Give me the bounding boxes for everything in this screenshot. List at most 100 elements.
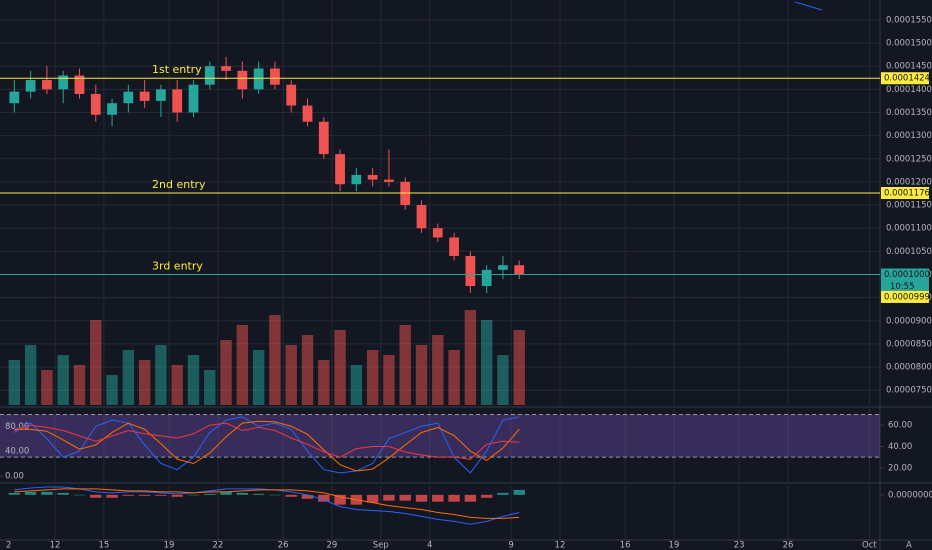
macd-histogram-bar	[366, 494, 379, 503]
volume-bar	[24, 345, 37, 405]
y-tick-label: 0.0001550	[886, 15, 932, 25]
candle-body	[156, 89, 166, 101]
macd-histogram-bar	[383, 494, 395, 501]
macd-histogram-bar	[187, 494, 200, 496]
x-tick-label: Oct	[862, 541, 877, 550]
candle-body	[123, 91, 134, 104]
volume-bar	[155, 345, 167, 405]
volume-bar	[383, 355, 395, 405]
macd-histogram-bar	[301, 494, 314, 499]
macd-histogram-bar	[8, 492, 21, 495]
volume-bar	[90, 320, 102, 405]
macd-histogram-bar	[138, 494, 151, 496]
trend-line	[794, 1, 823, 11]
scale-mode[interactable]: A	[906, 541, 912, 550]
price-tag-label: 0.0001424	[884, 74, 930, 84]
x-tick-label: 9	[508, 541, 513, 550]
candle-body	[432, 228, 443, 238]
candle-body	[42, 80, 52, 90]
y-tick-label: 0.0000000	[888, 490, 932, 500]
volume-bar	[171, 365, 183, 405]
price-tag	[881, 187, 929, 200]
candle-body	[302, 105, 313, 122]
macd-histogram-bar	[318, 494, 330, 502]
x-tick-label: 12	[50, 541, 61, 550]
candle-body	[335, 154, 345, 185]
macd-histogram-bar	[236, 492, 249, 495]
price-tag-label: 0.0000999	[884, 292, 930, 302]
candle-body	[481, 269, 492, 287]
candle-body	[74, 75, 85, 94]
y-tick-label: 0.0000800	[886, 363, 932, 373]
candle-body	[204, 66, 215, 85]
y-tick-label: 0.0001050	[886, 247, 932, 257]
macd-histogram-bar	[106, 494, 118, 498]
macd-histogram-bar	[285, 494, 297, 497]
macd-histogram-bar	[399, 494, 411, 501]
volume-bar	[464, 310, 477, 405]
y-tick-label: 0.0001200	[886, 177, 932, 187]
volume-bar	[73, 365, 86, 405]
y-tick-label: 0.0001350	[886, 108, 932, 118]
macd-histogram-bar	[155, 494, 167, 496]
candle-body	[188, 84, 199, 113]
candle-body	[498, 265, 508, 270]
y-tick-label: 60.00	[888, 421, 912, 431]
price-tag	[881, 290, 929, 303]
volume-bar	[432, 335, 444, 405]
candle-body	[514, 265, 525, 275]
candle-body	[318, 121, 329, 155]
candle-body	[465, 255, 476, 287]
macd-histogram-bar	[415, 494, 428, 502]
y-tick-label: 0.0001450	[886, 62, 932, 72]
volume-bar	[138, 360, 151, 405]
candle-body	[221, 66, 231, 71]
macd-histogram-bar	[220, 491, 232, 495]
x-tick-label: 4	[427, 541, 432, 550]
y-tick-label: 0.0001400	[886, 85, 932, 95]
y-tick-label: 40.00	[5, 447, 29, 457]
x-tick-label: 26	[783, 541, 794, 550]
volume-bar	[366, 350, 379, 405]
volume-bar	[220, 340, 232, 405]
candle-body	[449, 237, 459, 256]
x-tick-label: 22	[213, 541, 224, 550]
x-tick-label: 19	[164, 541, 175, 550]
price-tag-label: 0.0001000	[884, 270, 930, 280]
rsi-line	[14, 422, 520, 460]
x-tick-label: 29	[327, 541, 338, 550]
volume-bar	[252, 350, 265, 405]
macd-histogram-bar	[464, 494, 477, 502]
y-tick-label: 40.00	[888, 442, 912, 452]
macd-histogram-bar	[448, 494, 460, 502]
volume-bar	[106, 375, 118, 405]
countdown-tag	[881, 280, 929, 292]
macd-histogram-bar	[90, 494, 102, 498]
macd-histogram-bar	[513, 489, 525, 495]
candle-body	[253, 68, 264, 90]
volume-bar	[301, 335, 314, 405]
y-tick-label: 80.00	[5, 422, 29, 432]
y-tick-label: 0.0001250	[886, 154, 932, 164]
macd-histogram-bar	[122, 494, 135, 496]
countdown: 10:55	[890, 282, 915, 292]
x-tick-label: 12	[555, 541, 566, 550]
y-tick-label: 0.0001300	[886, 131, 932, 141]
candle-body	[351, 174, 362, 185]
candle-body	[139, 91, 150, 101]
volume-bar	[497, 355, 509, 405]
x-tick-label: 19	[669, 541, 680, 550]
volume-bar	[513, 330, 525, 405]
volume-bar	[269, 315, 281, 405]
y-tick-label: 0.0000750	[886, 386, 932, 396]
macd-histogram-bar	[73, 494, 86, 496]
pane-number: 2	[6, 541, 11, 550]
price-tag	[881, 268, 929, 281]
volume-bar	[41, 370, 53, 405]
candle-body	[237, 70, 248, 90]
x-tick-label: 16	[620, 541, 631, 550]
y-tick-label: 0.00	[5, 471, 24, 481]
volume-bar	[187, 355, 200, 405]
volume-bar	[415, 345, 428, 405]
volume-bar	[236, 325, 249, 405]
